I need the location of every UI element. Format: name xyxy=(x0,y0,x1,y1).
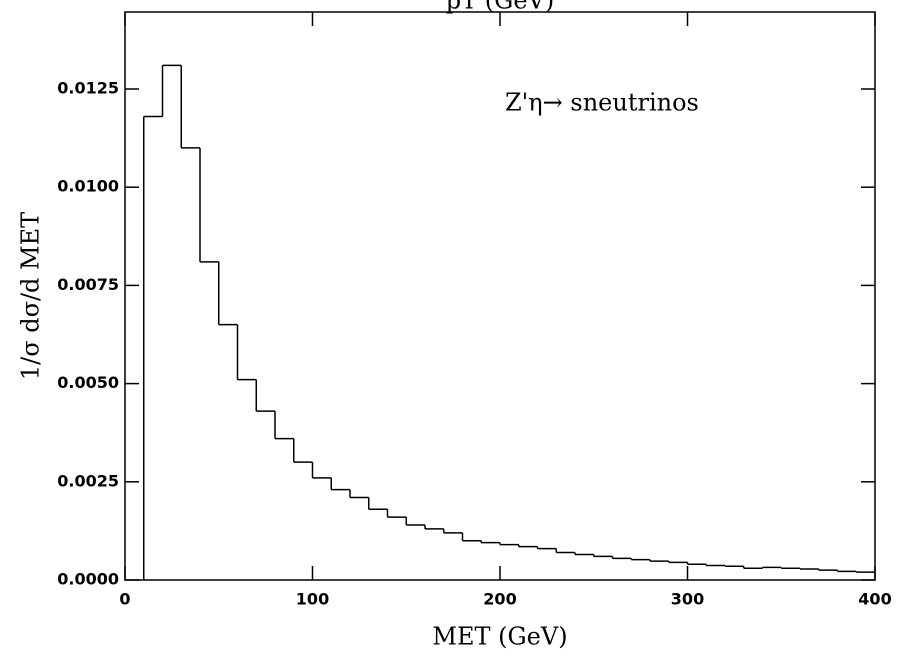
y-tick-label: 0.0075 xyxy=(57,275,119,294)
annotation: Z'η→ sneutrinos xyxy=(505,89,699,117)
x-tick-label: 200 xyxy=(483,590,516,609)
y-tick-label: 0.0050 xyxy=(57,373,119,392)
y-axis-label: 1/σ dσ/d MET xyxy=(17,212,45,380)
x-tick-label: 400 xyxy=(858,590,891,609)
y-tick-label: 0.0125 xyxy=(57,78,119,97)
x-axis-label: MET (GeV) xyxy=(432,623,567,651)
x-tick-label: 300 xyxy=(671,590,704,609)
y-tick-label: 0.0100 xyxy=(57,177,119,196)
x-tick-label: 0 xyxy=(119,590,130,609)
plot-frame xyxy=(124,11,876,581)
x-tick-label: 100 xyxy=(296,590,329,609)
y-tick-label: 0.0025 xyxy=(57,471,119,490)
y-tick-label: 0.0000 xyxy=(57,570,119,589)
chart-title: pT (GeV) xyxy=(446,0,554,15)
